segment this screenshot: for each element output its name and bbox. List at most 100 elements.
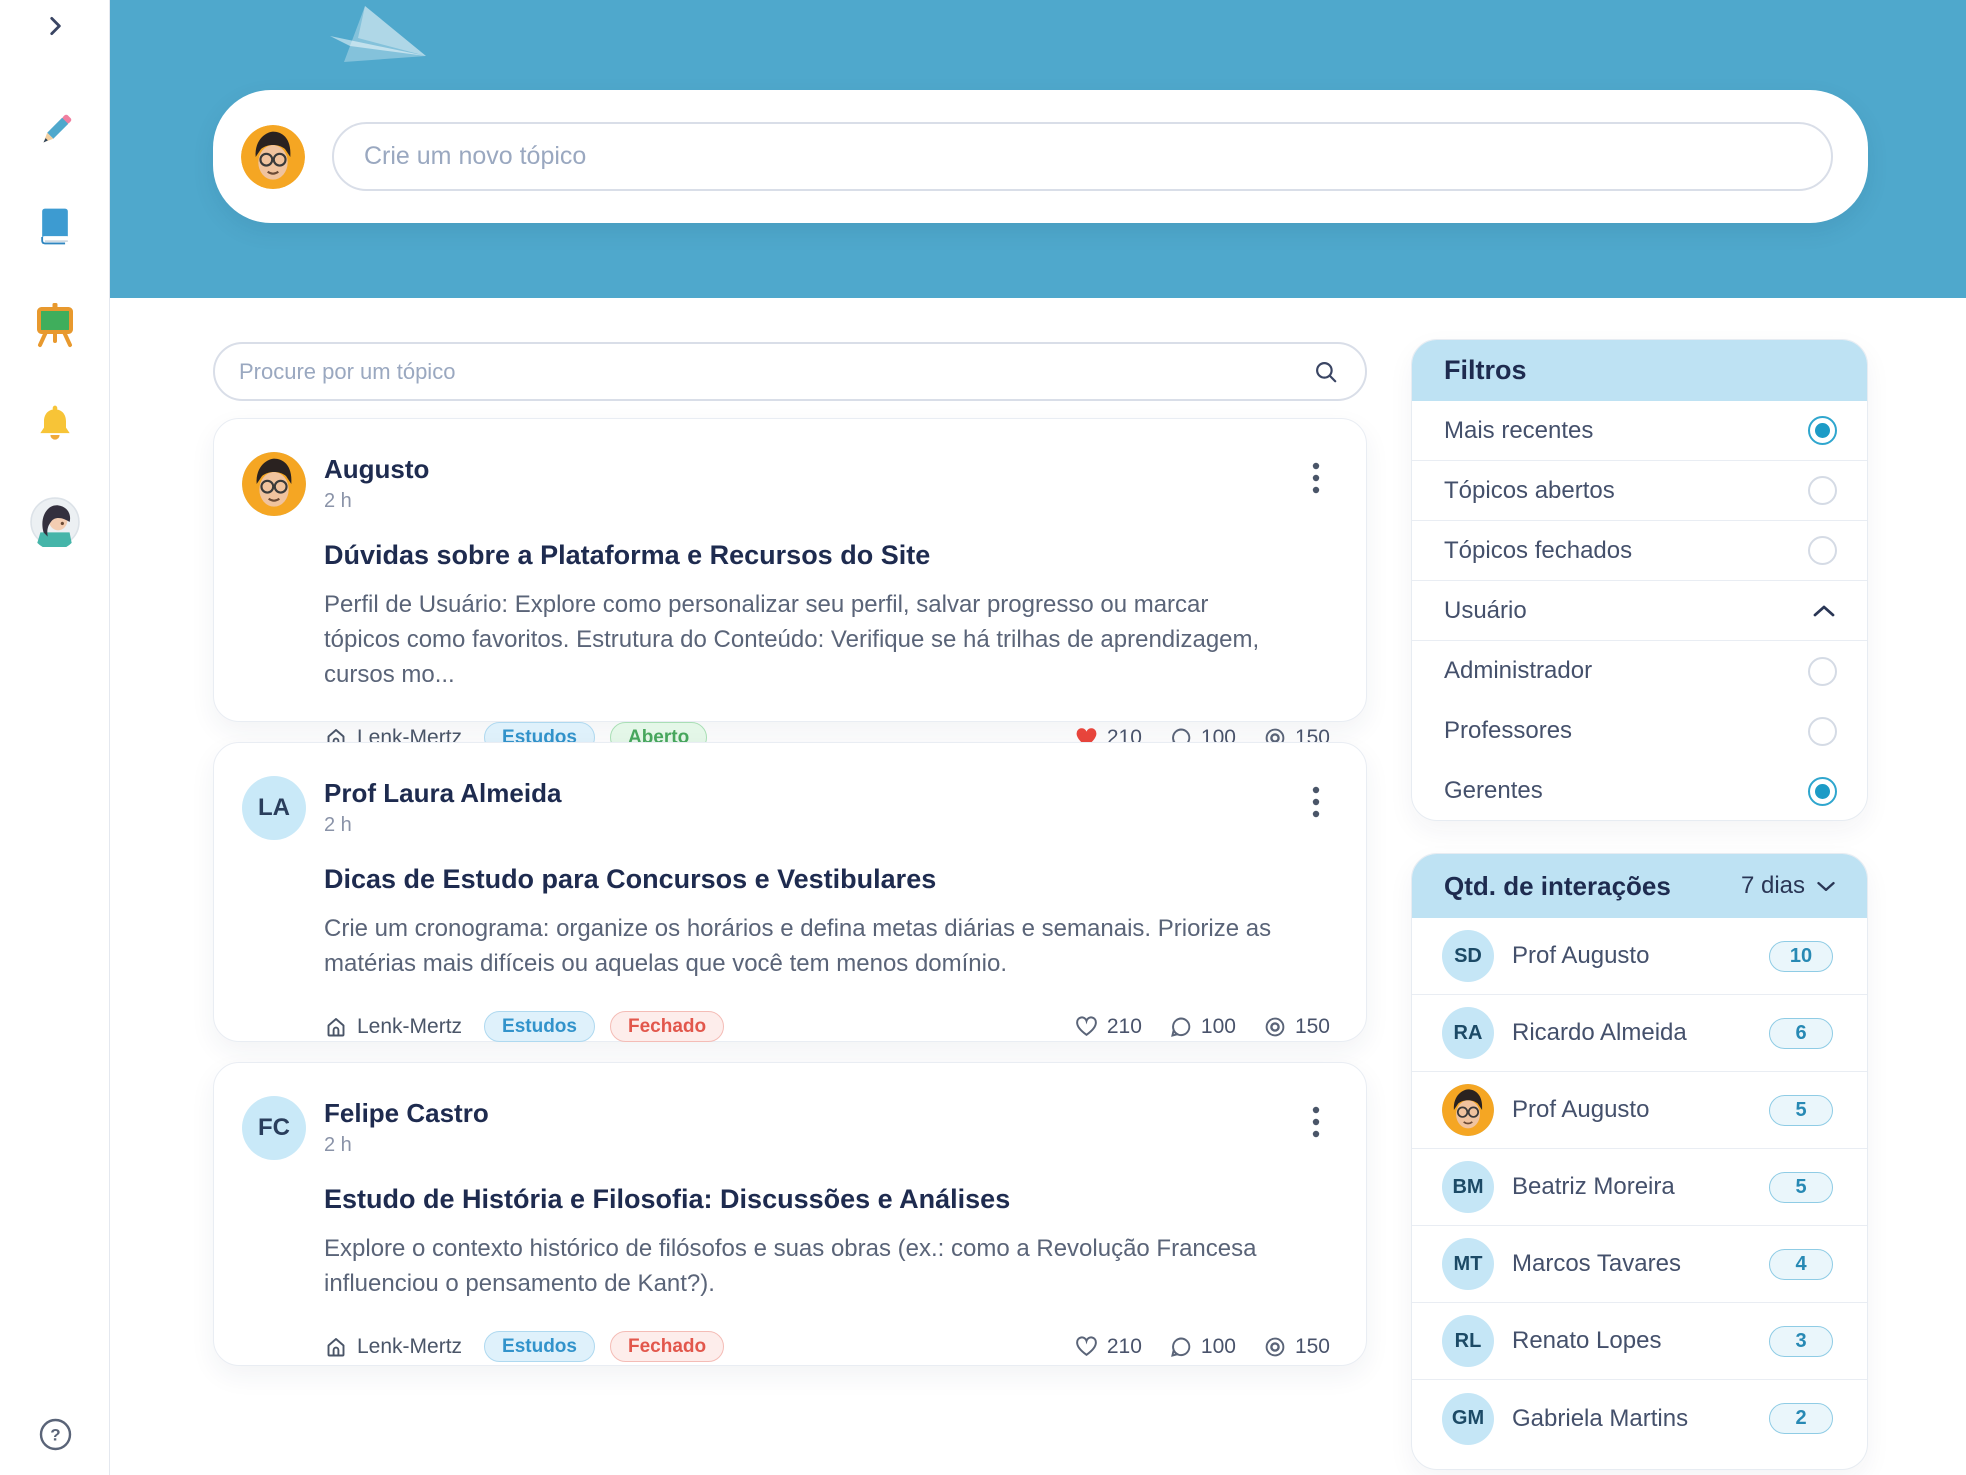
- notification-bell-icon[interactable]: [33, 402, 77, 446]
- left-sidebar: ?: [0, 0, 110, 1475]
- filters-panel: Filtros Mais recentes Tópicos abertos Tó…: [1411, 339, 1868, 821]
- radio-icon[interactable]: [1808, 476, 1837, 505]
- community-label[interactable]: Lenk-Mertz: [324, 1335, 462, 1359]
- filters-header: Filtros: [1412, 340, 1867, 401]
- home-icon: [324, 1015, 348, 1039]
- user-initials-avatar: RL: [1442, 1315, 1494, 1367]
- topic-time: 2 h: [324, 814, 352, 836]
- radio-selected-icon[interactable]: [1808, 776, 1837, 806]
- interaction-row[interactable]: GM Gabriela Martins 2: [1412, 1380, 1867, 1457]
- comment-icon: [1169, 1015, 1193, 1039]
- svg-text:?: ?: [50, 1426, 60, 1445]
- interaction-count-badge: 5: [1769, 1171, 1833, 1203]
- topic-search-bar: [213, 342, 1367, 401]
- easel-board-icon[interactable]: [31, 301, 79, 349]
- tag-estudos[interactable]: Estudos: [484, 1011, 595, 1043]
- filter-mais-recentes[interactable]: Mais recentes: [1412, 401, 1867, 461]
- tag-status[interactable]: Fechado: [609, 1331, 725, 1363]
- author-name: Felipe Castro: [324, 1098, 489, 1128]
- filters-title: Filtros: [1444, 355, 1527, 385]
- topic-excerpt: Explore o contexto histórico de filósofo…: [324, 1235, 1257, 1298]
- author-avatar[interactable]: LA: [242, 776, 306, 840]
- book-icon[interactable]: [33, 204, 77, 248]
- heart-icon: [1074, 1334, 1099, 1359]
- interactions-title: Qtd. de interações: [1444, 870, 1671, 901]
- radio-selected-icon[interactable]: [1808, 416, 1837, 445]
- author-avatar[interactable]: FC: [242, 1096, 306, 1160]
- user-initials-avatar: MT: [1442, 1238, 1494, 1290]
- views-icon: [1263, 1015, 1287, 1039]
- interaction-row[interactable]: Prof Augusto 5: [1412, 1072, 1867, 1149]
- user-initials-avatar: SD: [1442, 930, 1494, 982]
- radio-icon[interactable]: [1808, 716, 1837, 746]
- topic-time: 2 h: [324, 490, 352, 512]
- comments-stat[interactable]: 100: [1169, 1015, 1236, 1039]
- topic-title[interactable]: Dúvidas sobre a Plataforma e Recursos do…: [324, 540, 931, 570]
- interaction-count-badge: 6: [1769, 1017, 1833, 1049]
- chevron-up-icon[interactable]: [1811, 602, 1837, 620]
- topic-card[interactable]: FC Felipe Castro 2 h Estudo de História …: [213, 1062, 1367, 1366]
- interaction-count-badge: 3: [1769, 1325, 1833, 1357]
- interaction-row[interactable]: MT Marcos Tavares 4: [1412, 1226, 1867, 1303]
- topic-card[interactable]: Augusto 2 h Dúvidas sobre a Plataforma e…: [213, 418, 1367, 754]
- filter-professores[interactable]: Professores: [1412, 701, 1867, 761]
- filter-group-usuario[interactable]: Usuário: [1412, 581, 1867, 641]
- interaction-row[interactable]: RL Renato Lopes 3: [1412, 1303, 1867, 1380]
- views-icon: [1263, 1335, 1287, 1359]
- likes-stat[interactable]: 210: [1074, 1014, 1142, 1039]
- interaction-row[interactable]: RA Ricardo Almeida 6: [1412, 995, 1867, 1072]
- interaction-count-badge: 2: [1769, 1403, 1833, 1434]
- author-name: Prof Laura Almeida: [324, 778, 562, 808]
- help-icon[interactable]: ?: [39, 1418, 72, 1451]
- filter-topicos-fechados[interactable]: Tópicos fechados: [1412, 521, 1867, 581]
- topic-excerpt: Perfil de Usuário: Explore como personal…: [324, 591, 1260, 689]
- profile-avatar[interactable]: [30, 497, 80, 547]
- search-icon[interactable]: [1313, 359, 1339, 385]
- filter-administrador[interactable]: Administrador: [1412, 641, 1867, 701]
- interaction-count-badge: 10: [1769, 940, 1833, 972]
- filter-topicos-abertos[interactable]: Tópicos abertos: [1412, 461, 1867, 521]
- radio-icon[interactable]: [1808, 536, 1837, 565]
- search-input[interactable]: [215, 344, 1313, 399]
- topic-excerpt: Crie um cronograma: organize os horários…: [324, 915, 1272, 978]
- home-icon: [324, 1335, 348, 1359]
- topic-time: 2 h: [324, 1134, 352, 1156]
- interactions-header: Qtd. de interações 7 dias: [1412, 854, 1867, 918]
- author-avatar[interactable]: [242, 452, 306, 516]
- sidebar-expand-chevron-icon[interactable]: [42, 13, 68, 39]
- kebab-menu-icon[interactable]: [1308, 782, 1324, 822]
- radio-icon[interactable]: [1808, 656, 1837, 686]
- comment-icon: [1169, 1335, 1193, 1359]
- top-header: [110, 0, 1966, 298]
- user-initials-avatar: RA: [1442, 1007, 1494, 1059]
- paper-plane-logo-icon: [320, 0, 440, 70]
- period-dropdown[interactable]: 7 dias: [1741, 872, 1837, 900]
- kebab-menu-icon[interactable]: [1308, 1102, 1324, 1142]
- user-initials-avatar: GM: [1442, 1392, 1494, 1445]
- interaction-row[interactable]: SD Prof Augusto 10: [1412, 918, 1867, 995]
- topic-title[interactable]: Estudo de História e Filosofia: Discussõ…: [324, 1184, 1011, 1214]
- pencil-icon[interactable]: [32, 108, 78, 154]
- topic-title[interactable]: Dicas de Estudo para Concursos e Vestibu…: [324, 864, 937, 894]
- views-stat: 150: [1263, 1015, 1330, 1039]
- author-name: Augusto: [324, 454, 430, 484]
- filter-gerentes[interactable]: Gerentes: [1412, 761, 1867, 820]
- tag-status[interactable]: Fechado: [609, 1011, 725, 1043]
- heart-icon: [1074, 1014, 1099, 1039]
- interaction-row[interactable]: BM Beatriz Moreira 5: [1412, 1149, 1867, 1226]
- chevron-down-icon: [1817, 881, 1835, 891]
- interactions-panel: Qtd. de interações 7 dias SD Prof August…: [1411, 853, 1868, 1470]
- tag-estudos[interactable]: Estudos: [484, 1331, 595, 1363]
- likes-stat[interactable]: 210: [1074, 1334, 1142, 1359]
- topic-card[interactable]: LA Prof Laura Almeida 2 h Dicas de Estud…: [213, 742, 1367, 1043]
- kebab-menu-icon[interactable]: [1308, 458, 1324, 498]
- views-stat: 150: [1263, 1335, 1330, 1359]
- user-initials-avatar: BM: [1442, 1161, 1494, 1213]
- interaction-count-badge: 5: [1769, 1094, 1833, 1126]
- interaction-count-badge: 4: [1769, 1248, 1833, 1280]
- comments-stat[interactable]: 100: [1169, 1335, 1236, 1359]
- create-topic-input[interactable]: [332, 122, 1833, 191]
- community-label[interactable]: Lenk-Mertz: [324, 1015, 462, 1039]
- user-photo-avatar: [1442, 1084, 1494, 1136]
- current-user-avatar[interactable]: [241, 125, 305, 189]
